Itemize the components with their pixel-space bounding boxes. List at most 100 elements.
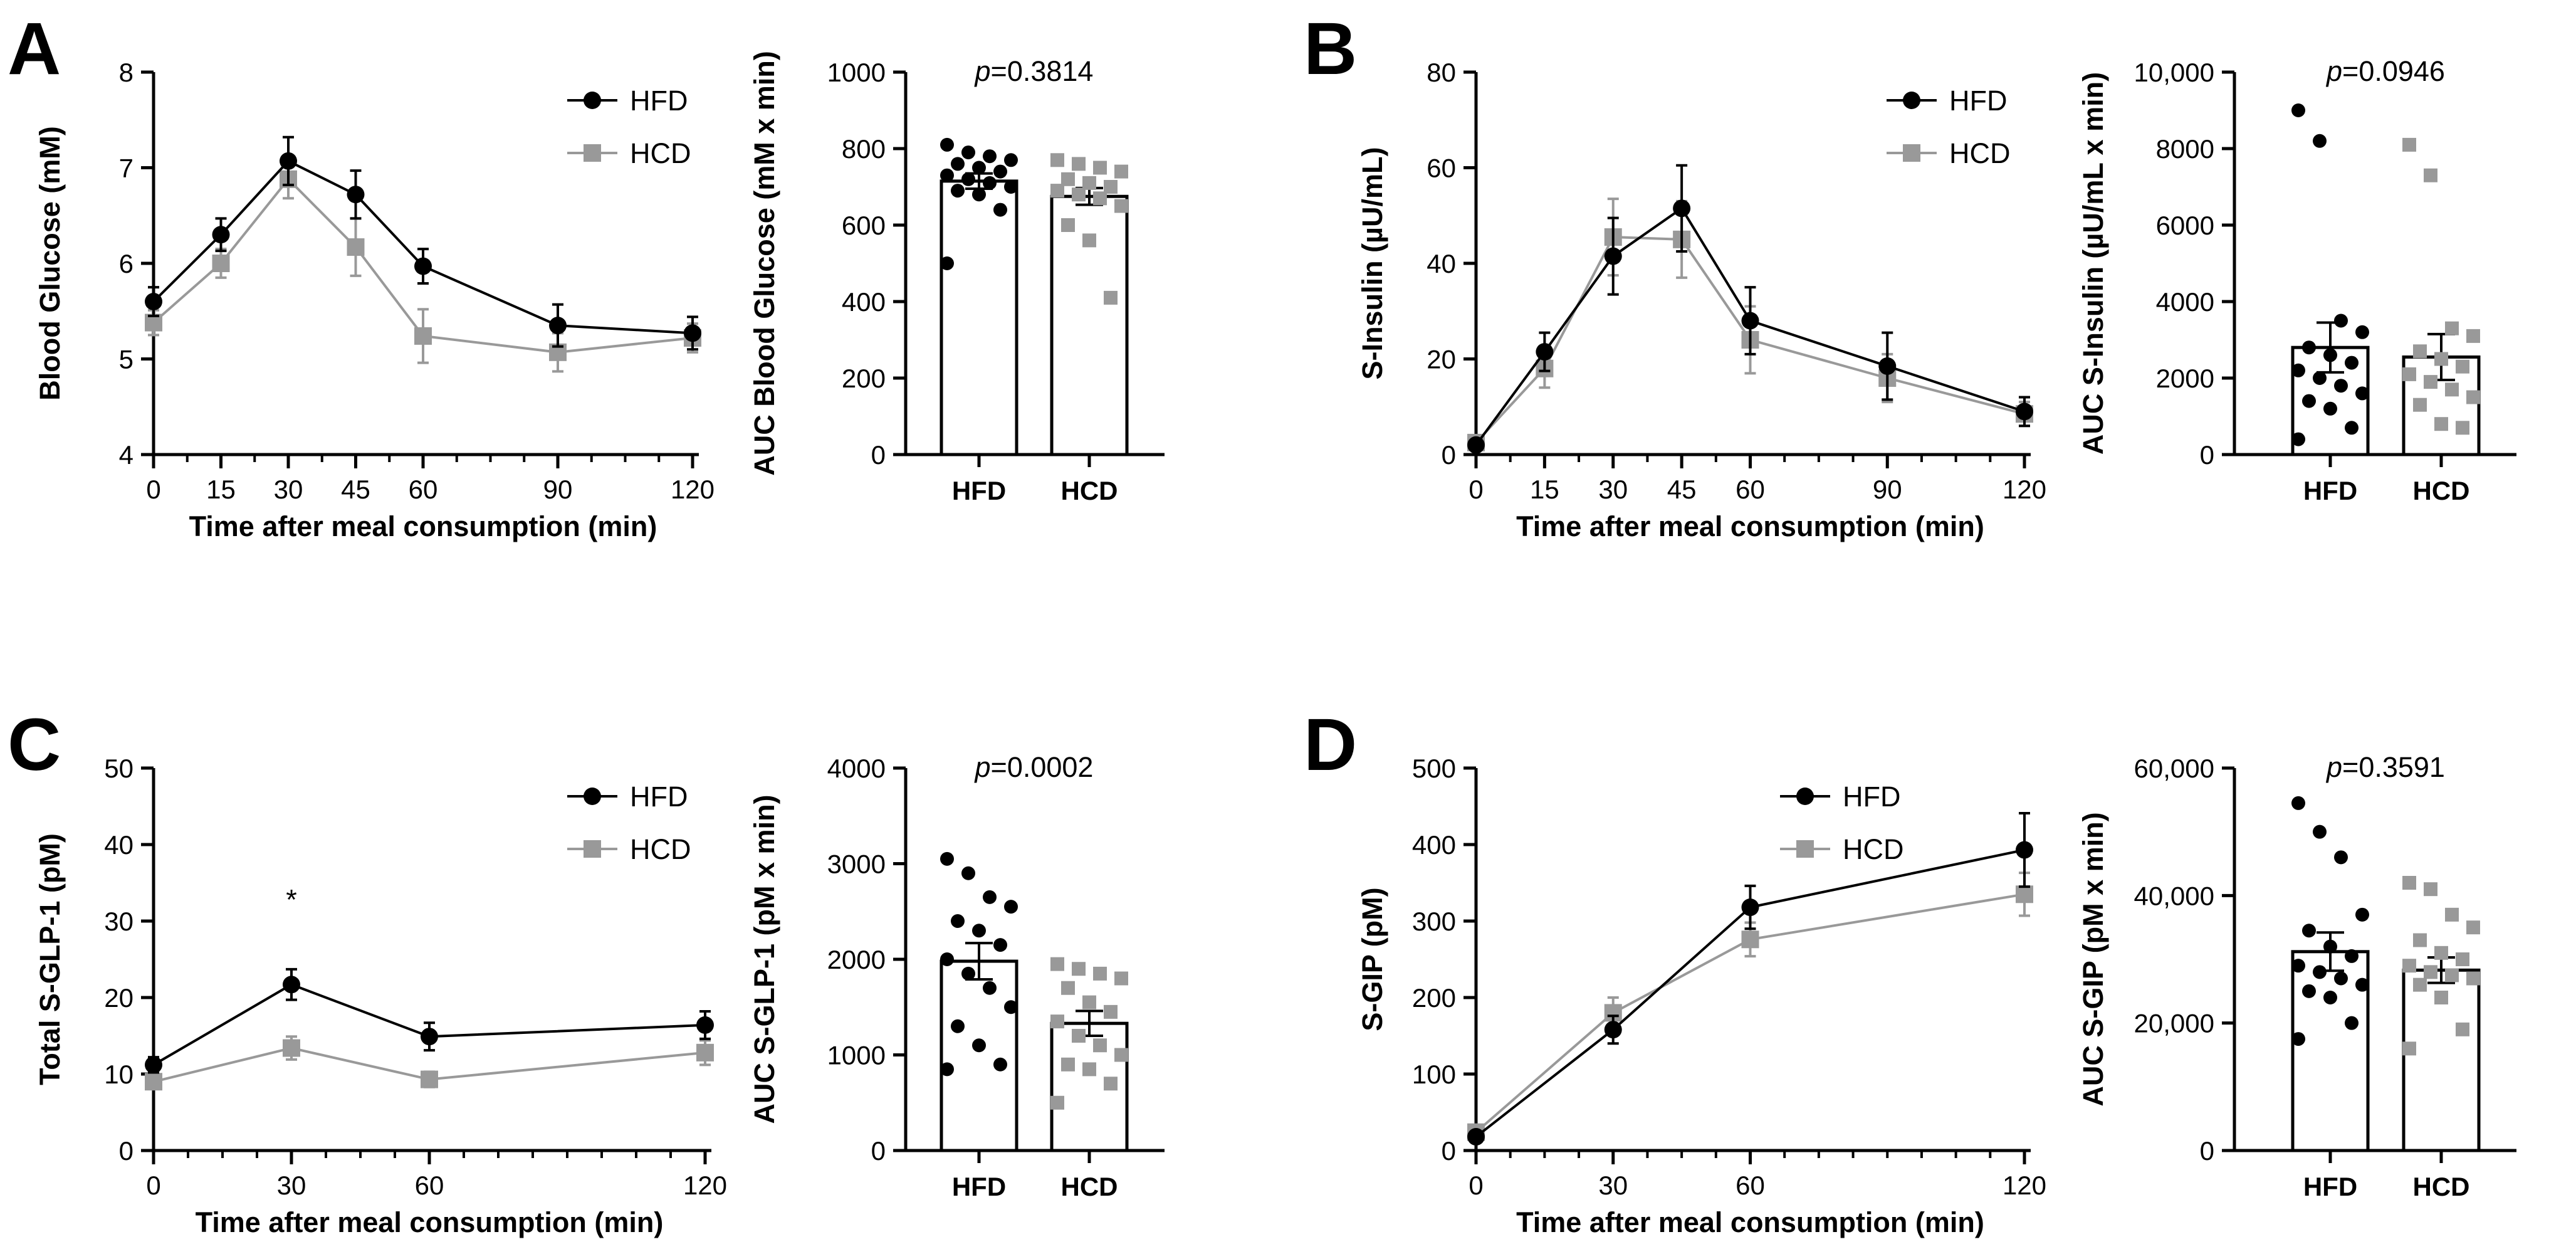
y-tick-label: 7 (119, 154, 134, 183)
data-point-hcd (283, 1039, 300, 1057)
individual-point (940, 1062, 954, 1077)
individual-point (2345, 421, 2359, 435)
individual-point (2466, 920, 2480, 935)
individual-point (1004, 900, 1018, 914)
y-tick-label: 2000 (2156, 364, 2214, 393)
y-tick-label: 10 (104, 1060, 134, 1089)
individual-point (1050, 1095, 1064, 1110)
x-tick-label: 0 (1469, 1171, 1483, 1200)
individual-point (1104, 1004, 1118, 1019)
significance-annotation: * (286, 884, 297, 916)
data-point-hcd (2016, 885, 2033, 903)
individual-point (1072, 157, 1086, 171)
legend-marker (1903, 144, 1920, 162)
y-axis-title: AUC S-Insulin (µU/mL x min) (2077, 72, 2109, 455)
category-label-hcd: HCD (2413, 476, 2470, 505)
individual-point (1093, 161, 1107, 175)
individual-point (1072, 1029, 1086, 1043)
p-value-number: =0.0002 (991, 751, 1094, 783)
individual-point (2355, 907, 2369, 922)
individual-point (2434, 352, 2448, 366)
individual-point (2302, 394, 2316, 408)
individual-point (1050, 184, 1064, 198)
data-point-hcd (1741, 930, 1759, 949)
data-point-hcd (145, 1073, 162, 1091)
y-tick-label: 200 (842, 364, 886, 393)
y-tick-label: 0 (2200, 440, 2214, 470)
x-tick-label: 45 (341, 475, 370, 504)
line-chart: 0 20 40 60 80 S-Insulin (µU/mL) 0 15 30 45 60 90 120… (1356, 58, 2046, 542)
bar-chart: 0 200 400 600 800 1000 AUC Blood Glucose (mM x… (748, 51, 1165, 505)
y-tick-label: 40 (1427, 249, 1456, 278)
group-hfd: HFD (2291, 103, 2370, 505)
y-tick-label: 60,000 (2134, 754, 2214, 783)
x-tick-label: 0 (146, 475, 160, 504)
individual-point (2291, 1032, 2305, 1046)
y-axis-title: Blood Glucose (mM) (34, 126, 66, 401)
individual-point (2413, 933, 2427, 947)
panel-letter: A (8, 8, 61, 90)
data-point-hfd (2016, 403, 2033, 421)
y-tick-label: 40,000 (2134, 881, 2214, 910)
data-point-hfd (1467, 1128, 1485, 1146)
data-point-hcd (421, 1070, 438, 1088)
individual-point (2323, 348, 2337, 362)
x-tick-label: 120 (671, 475, 715, 504)
legend-marker (1903, 92, 1920, 109)
x-tick-label: 60 (415, 1171, 444, 1200)
individual-point (1114, 199, 1128, 213)
y-tick-label: 300 (1412, 907, 1456, 936)
individual-point (2424, 965, 2437, 979)
y-tick-label: 1000 (827, 1041, 886, 1070)
bar-chart: 0 2000 4000 6000 8000 10,000 AUC S-Insulin (µU… (2077, 55, 2516, 505)
legend-label-hcd: HCD (1949, 137, 2011, 169)
individual-point (940, 256, 954, 270)
data-point-hfd (414, 257, 432, 275)
panel-b: B 0 20 40 60 80 S-Insulin (µU/mL) 0 15 30 45 60 90 12… (1304, 8, 2516, 542)
p-value: p=0.0946 (2325, 55, 2445, 87)
individual-point (1061, 981, 1075, 995)
bar-hfd (940, 179, 1018, 456)
y-axis-title: Total S-GLP-1 (pM) (34, 833, 66, 1085)
group-hcd: HCD (1050, 153, 1129, 505)
data-point-hfd (1878, 357, 1897, 375)
panel-c: C 0 10 20 30 40 50 Total S-GLP-1 (pM) 0 30 60 120 Ti… (8, 703, 1165, 1238)
y-tick-label: 40 (104, 830, 134, 860)
x-tick-label: 60 (1736, 475, 1765, 504)
individual-point (2434, 946, 2448, 960)
individual-point (961, 866, 975, 880)
y-tick-label: 0 (1442, 1136, 1456, 1166)
y-tick-label: 60 (1427, 154, 1456, 183)
individual-point (2466, 329, 2480, 343)
individual-point (1104, 290, 1118, 305)
legend-marker (1796, 788, 1814, 805)
legend-label-hfd: HFD (1843, 781, 1900, 813)
individual-point (993, 938, 1007, 952)
legend-marker (584, 788, 601, 805)
individual-point (1061, 172, 1075, 186)
individual-point (1093, 966, 1107, 981)
series-hfd (145, 135, 701, 351)
y-tick-label: 6 (119, 249, 134, 278)
individual-point (2291, 363, 2305, 377)
data-point-hcd (696, 1043, 714, 1061)
data-point-hfd (696, 1016, 714, 1034)
individual-point (983, 176, 997, 190)
data-point-hcd (212, 255, 230, 272)
individual-point (2291, 103, 2305, 117)
series-line-hfd (152, 983, 706, 1067)
y-tick-label: 10,000 (2134, 58, 2214, 87)
x-tick-label: 120 (2003, 475, 2046, 504)
data-point-hfd (212, 226, 230, 244)
individual-point (2291, 432, 2305, 446)
individual-point (951, 157, 965, 171)
data-point-hfd (421, 1028, 438, 1046)
series-hfd (1467, 164, 2033, 454)
bar-chart: 0 20,000 40,000 60,000 AUC S-GIP (pM x min) H… (2077, 751, 2516, 1201)
x-tick-label: 30 (277, 1171, 306, 1200)
series-hfd (145, 967, 714, 1074)
individual-point (1072, 187, 1086, 202)
legend-marker (584, 144, 601, 162)
individual-point (2334, 313, 2348, 328)
